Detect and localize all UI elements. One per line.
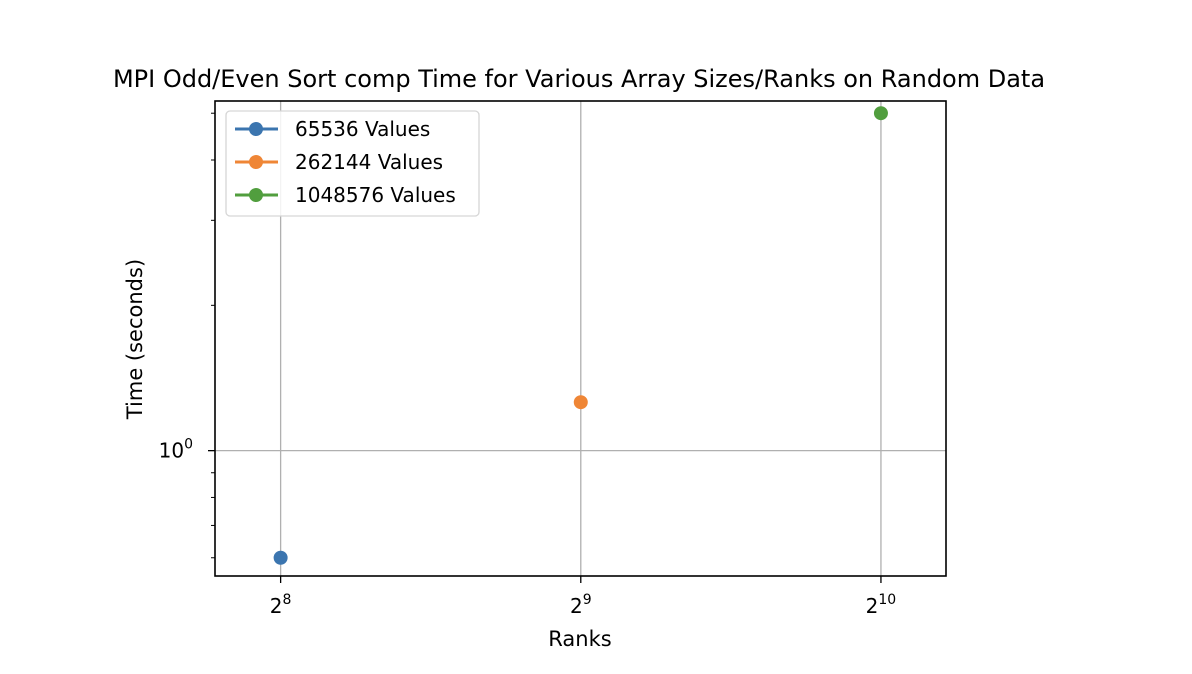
plot-frame [214,100,947,577]
grid [215,101,946,576]
y-axis-ticks: 100 [159,437,215,463]
legend-label: 65536 Values [295,117,430,141]
legend-label: 1048576 Values [295,183,456,207]
y-tick-label: 100 [159,437,193,463]
legend: 65536 Values 262144 Values 1048576 Values [225,110,480,217]
x-tick-label: 29 [570,592,592,618]
data-points [273,106,888,565]
x-axis-ticks: 28 29 210 [270,576,896,618]
x-axis-label: Ranks [548,627,611,651]
legend-label: 262144 Values [295,150,443,174]
chart-title: MPI Odd/Even Sort comp Time for Various … [113,65,1045,93]
y-axis-label: Time (seconds) [123,259,147,420]
x-tick-label: 210 [866,592,897,618]
legend-marker [249,155,263,169]
legend-marker [249,122,263,136]
x-tick-label: 28 [270,592,292,618]
data-point [573,395,588,410]
legend-box [225,110,480,217]
data-point [273,550,288,565]
legend-marker [249,188,263,202]
data-point [873,106,888,121]
